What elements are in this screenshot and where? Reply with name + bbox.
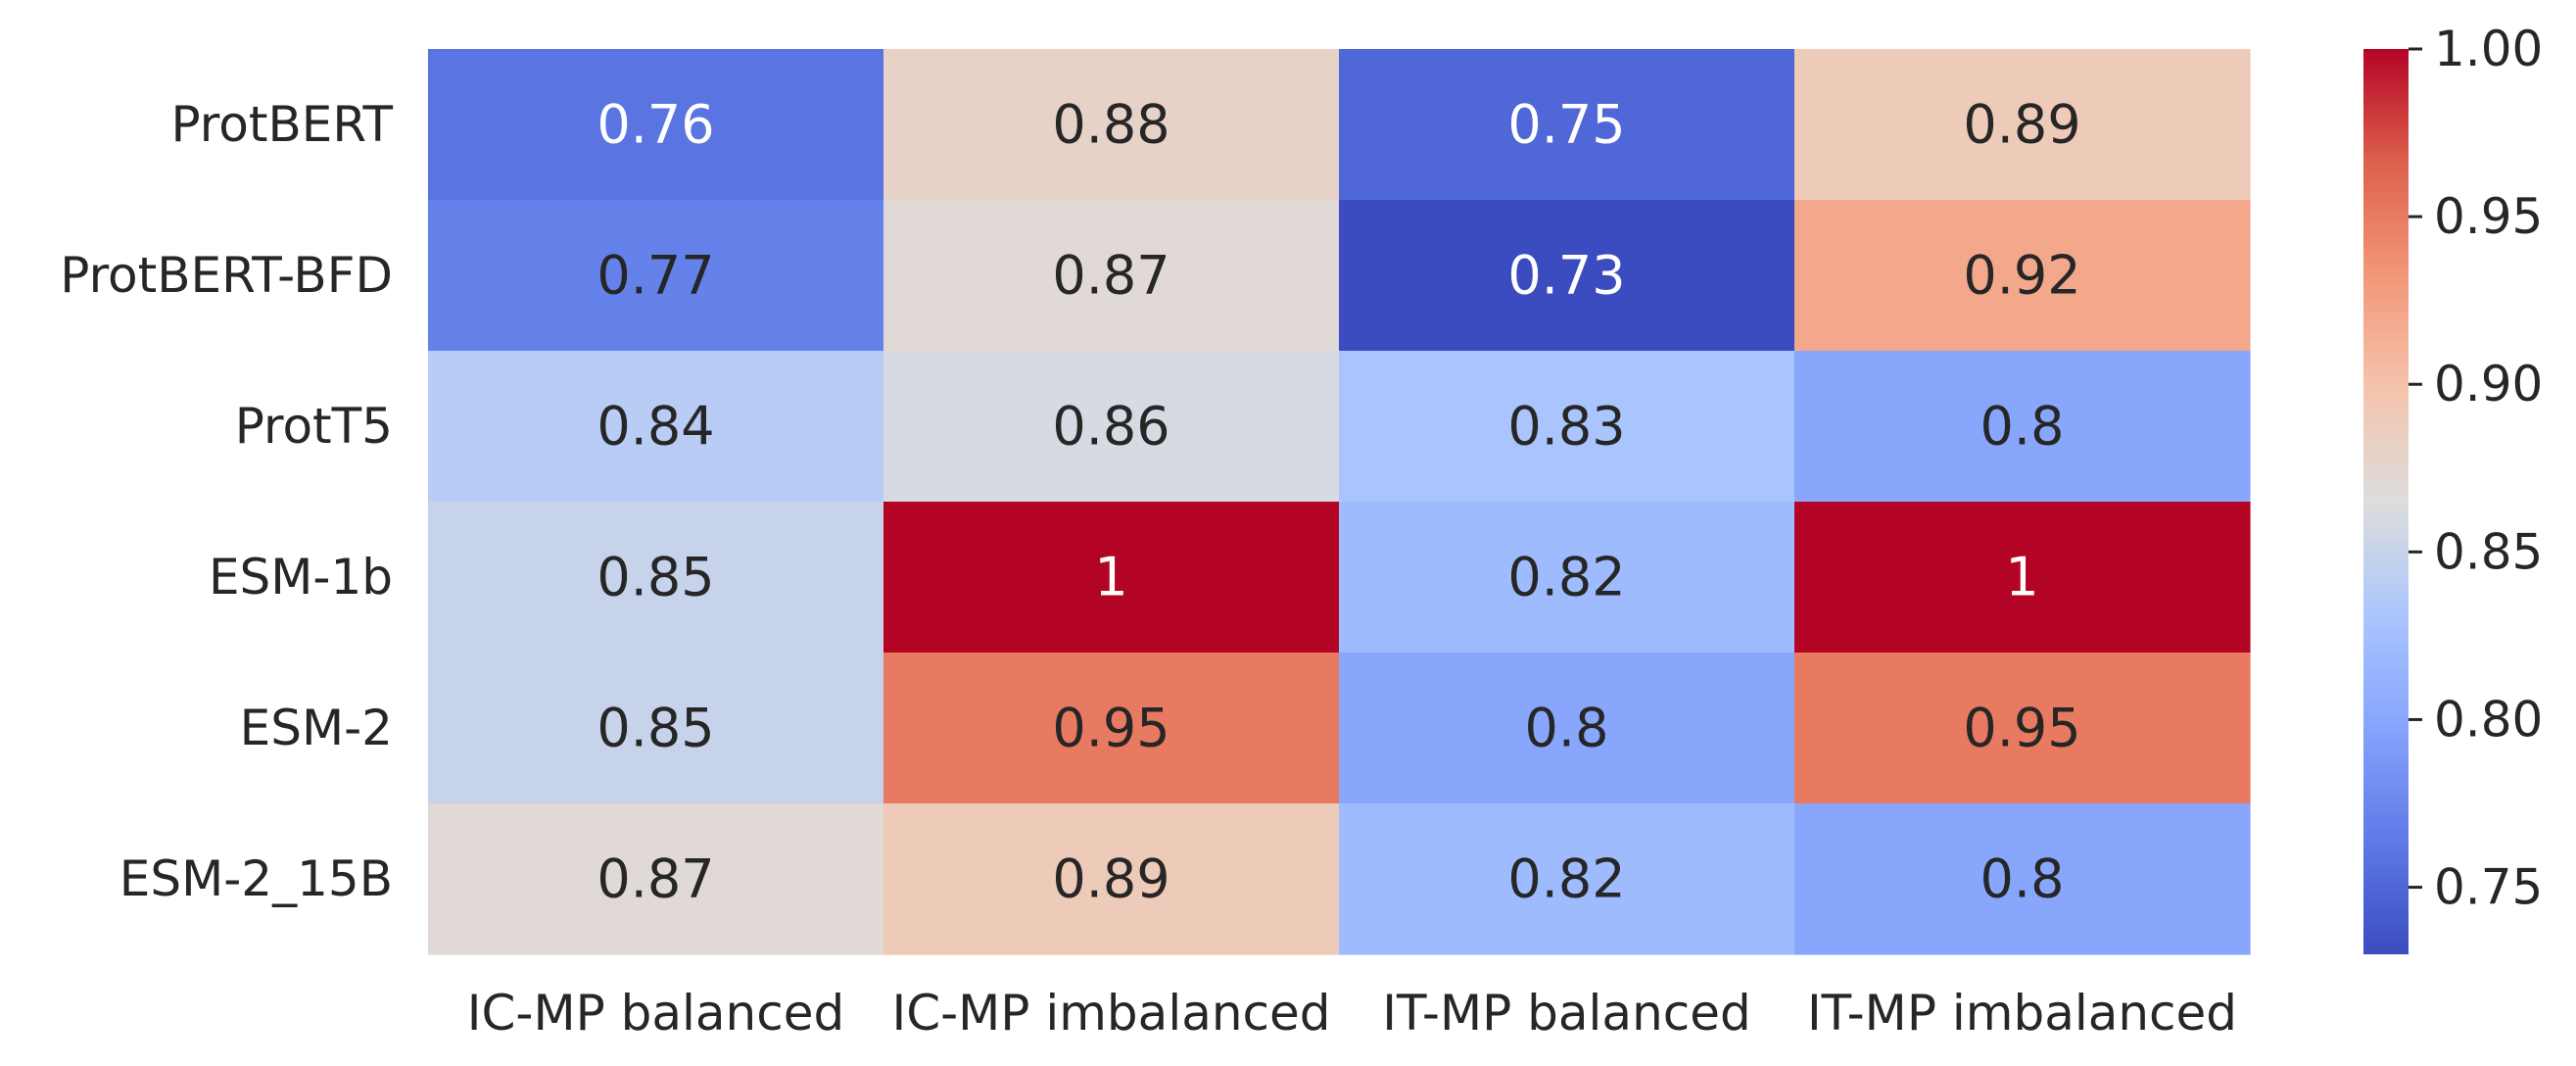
y-tick-labels: ProtBERT ProtBERT-BFD ProtT5 ESM-1b ESM-2 ESM… [60, 96, 393, 907]
heatmap-cell [428, 351, 884, 503]
colorbar-tick-label: 0.95 [2434, 188, 2543, 245]
cell-value-label: 0.88 [1052, 94, 1169, 156]
column-label: IT-MP balanced [1382, 985, 1751, 1042]
column-label: IC-MP balanced [467, 985, 844, 1042]
row-label: ProtT5 [235, 398, 393, 455]
heatmap-cell [428, 803, 884, 955]
heatmap-cell [883, 351, 1340, 503]
heatmap-cells [428, 49, 2251, 955]
heatmap-cell [1794, 351, 2251, 503]
cell-value-label: 0.82 [1507, 848, 1625, 910]
heatmap-cell [1339, 49, 1795, 201]
heatmap-cell [1339, 502, 1795, 654]
heatmap-cell [1794, 200, 2251, 352]
cell-value-label: 0.89 [1052, 848, 1169, 910]
cell-value-label: 0.89 [1963, 94, 2080, 156]
cell-value-label: 0.87 [1052, 245, 1169, 307]
cell-value-label: 1 [1094, 547, 1127, 608]
cell-value-label: 0.86 [1052, 396, 1169, 458]
heatmap-cell [1339, 351, 1795, 503]
heatmap-cell [1339, 653, 1795, 804]
heatmap-annotations: 0.76 0.88 0.75 0.89 0.77 0.87 0.73 0.92 0.84 0.86… [596, 94, 2080, 910]
row-label: ESM-1b [209, 549, 393, 606]
cell-value-label: 0.75 [1507, 94, 1625, 156]
heatmap-cell [428, 653, 884, 804]
cell-value-label: 0.95 [1963, 698, 2080, 759]
cell-value-label: 0.73 [1507, 245, 1625, 307]
column-label: IT-MP imbalanced [1807, 985, 2237, 1042]
cell-value-label: 0.85 [596, 547, 714, 608]
x-tick-labels: IC-MP balanced IC-MP imbalanced IT-MP bala… [467, 985, 2237, 1042]
heatmap-cell [1794, 803, 2251, 955]
cell-value-label: 0.84 [596, 396, 714, 458]
colorbar-tick-label: 0.85 [2434, 523, 2543, 580]
heatmap-cell [883, 803, 1340, 955]
row-label: ESM-2 [240, 700, 393, 756]
colorbar-tick-label: 0.75 [2434, 859, 2543, 916]
colorbar-tick-label: 1.00 [2434, 21, 2543, 77]
heatmap-cell [1794, 653, 2251, 804]
heatmap-cell [1794, 49, 2251, 201]
colorbar: 0.75 0.80 0.85 0.90 0.95 1.00 [2363, 21, 2543, 954]
cell-value-label: 0.83 [1507, 396, 1625, 458]
row-label: ESM-2_15B [119, 850, 393, 907]
heatmap-cell [883, 653, 1340, 804]
heatmap-cell [883, 200, 1340, 352]
colorbar-gradient [2363, 49, 2409, 954]
heatmap-cell [1339, 803, 1795, 955]
heatmap-cell [428, 502, 884, 654]
heatmap-cell [883, 502, 1340, 654]
cell-value-label: 0.87 [596, 848, 714, 910]
colorbar-ticks: 0.75 0.80 0.85 0.90 0.95 1.00 [2409, 21, 2543, 916]
cell-value-label: 0.85 [596, 698, 714, 759]
heatmap-cell [883, 49, 1340, 201]
column-label: IC-MP imbalanced [891, 985, 1330, 1042]
row-label: ProtBERT [171, 96, 394, 153]
cell-value-label: 1 [2005, 547, 2038, 608]
heatmap-cell [428, 200, 884, 352]
colorbar-tick-label: 0.80 [2434, 691, 2543, 748]
cell-value-label: 0.92 [1963, 245, 2080, 307]
cell-value-label: 0.76 [596, 94, 714, 156]
heatmap-cell [1339, 200, 1795, 352]
cell-value-label: 0.82 [1507, 547, 1625, 608]
cell-value-label: 0.77 [596, 245, 714, 307]
cell-value-label: 0.8 [1525, 698, 1609, 759]
colorbar-tick-label: 0.90 [2434, 356, 2543, 412]
heatmap-cell [1794, 502, 2251, 654]
heatmap-cell [428, 49, 884, 201]
cell-value-label: 0.8 [1980, 848, 2065, 910]
row-label: ProtBERT-BFD [60, 247, 393, 304]
cell-value-label: 0.95 [1052, 698, 1169, 759]
cell-value-label: 0.8 [1980, 396, 2065, 458]
